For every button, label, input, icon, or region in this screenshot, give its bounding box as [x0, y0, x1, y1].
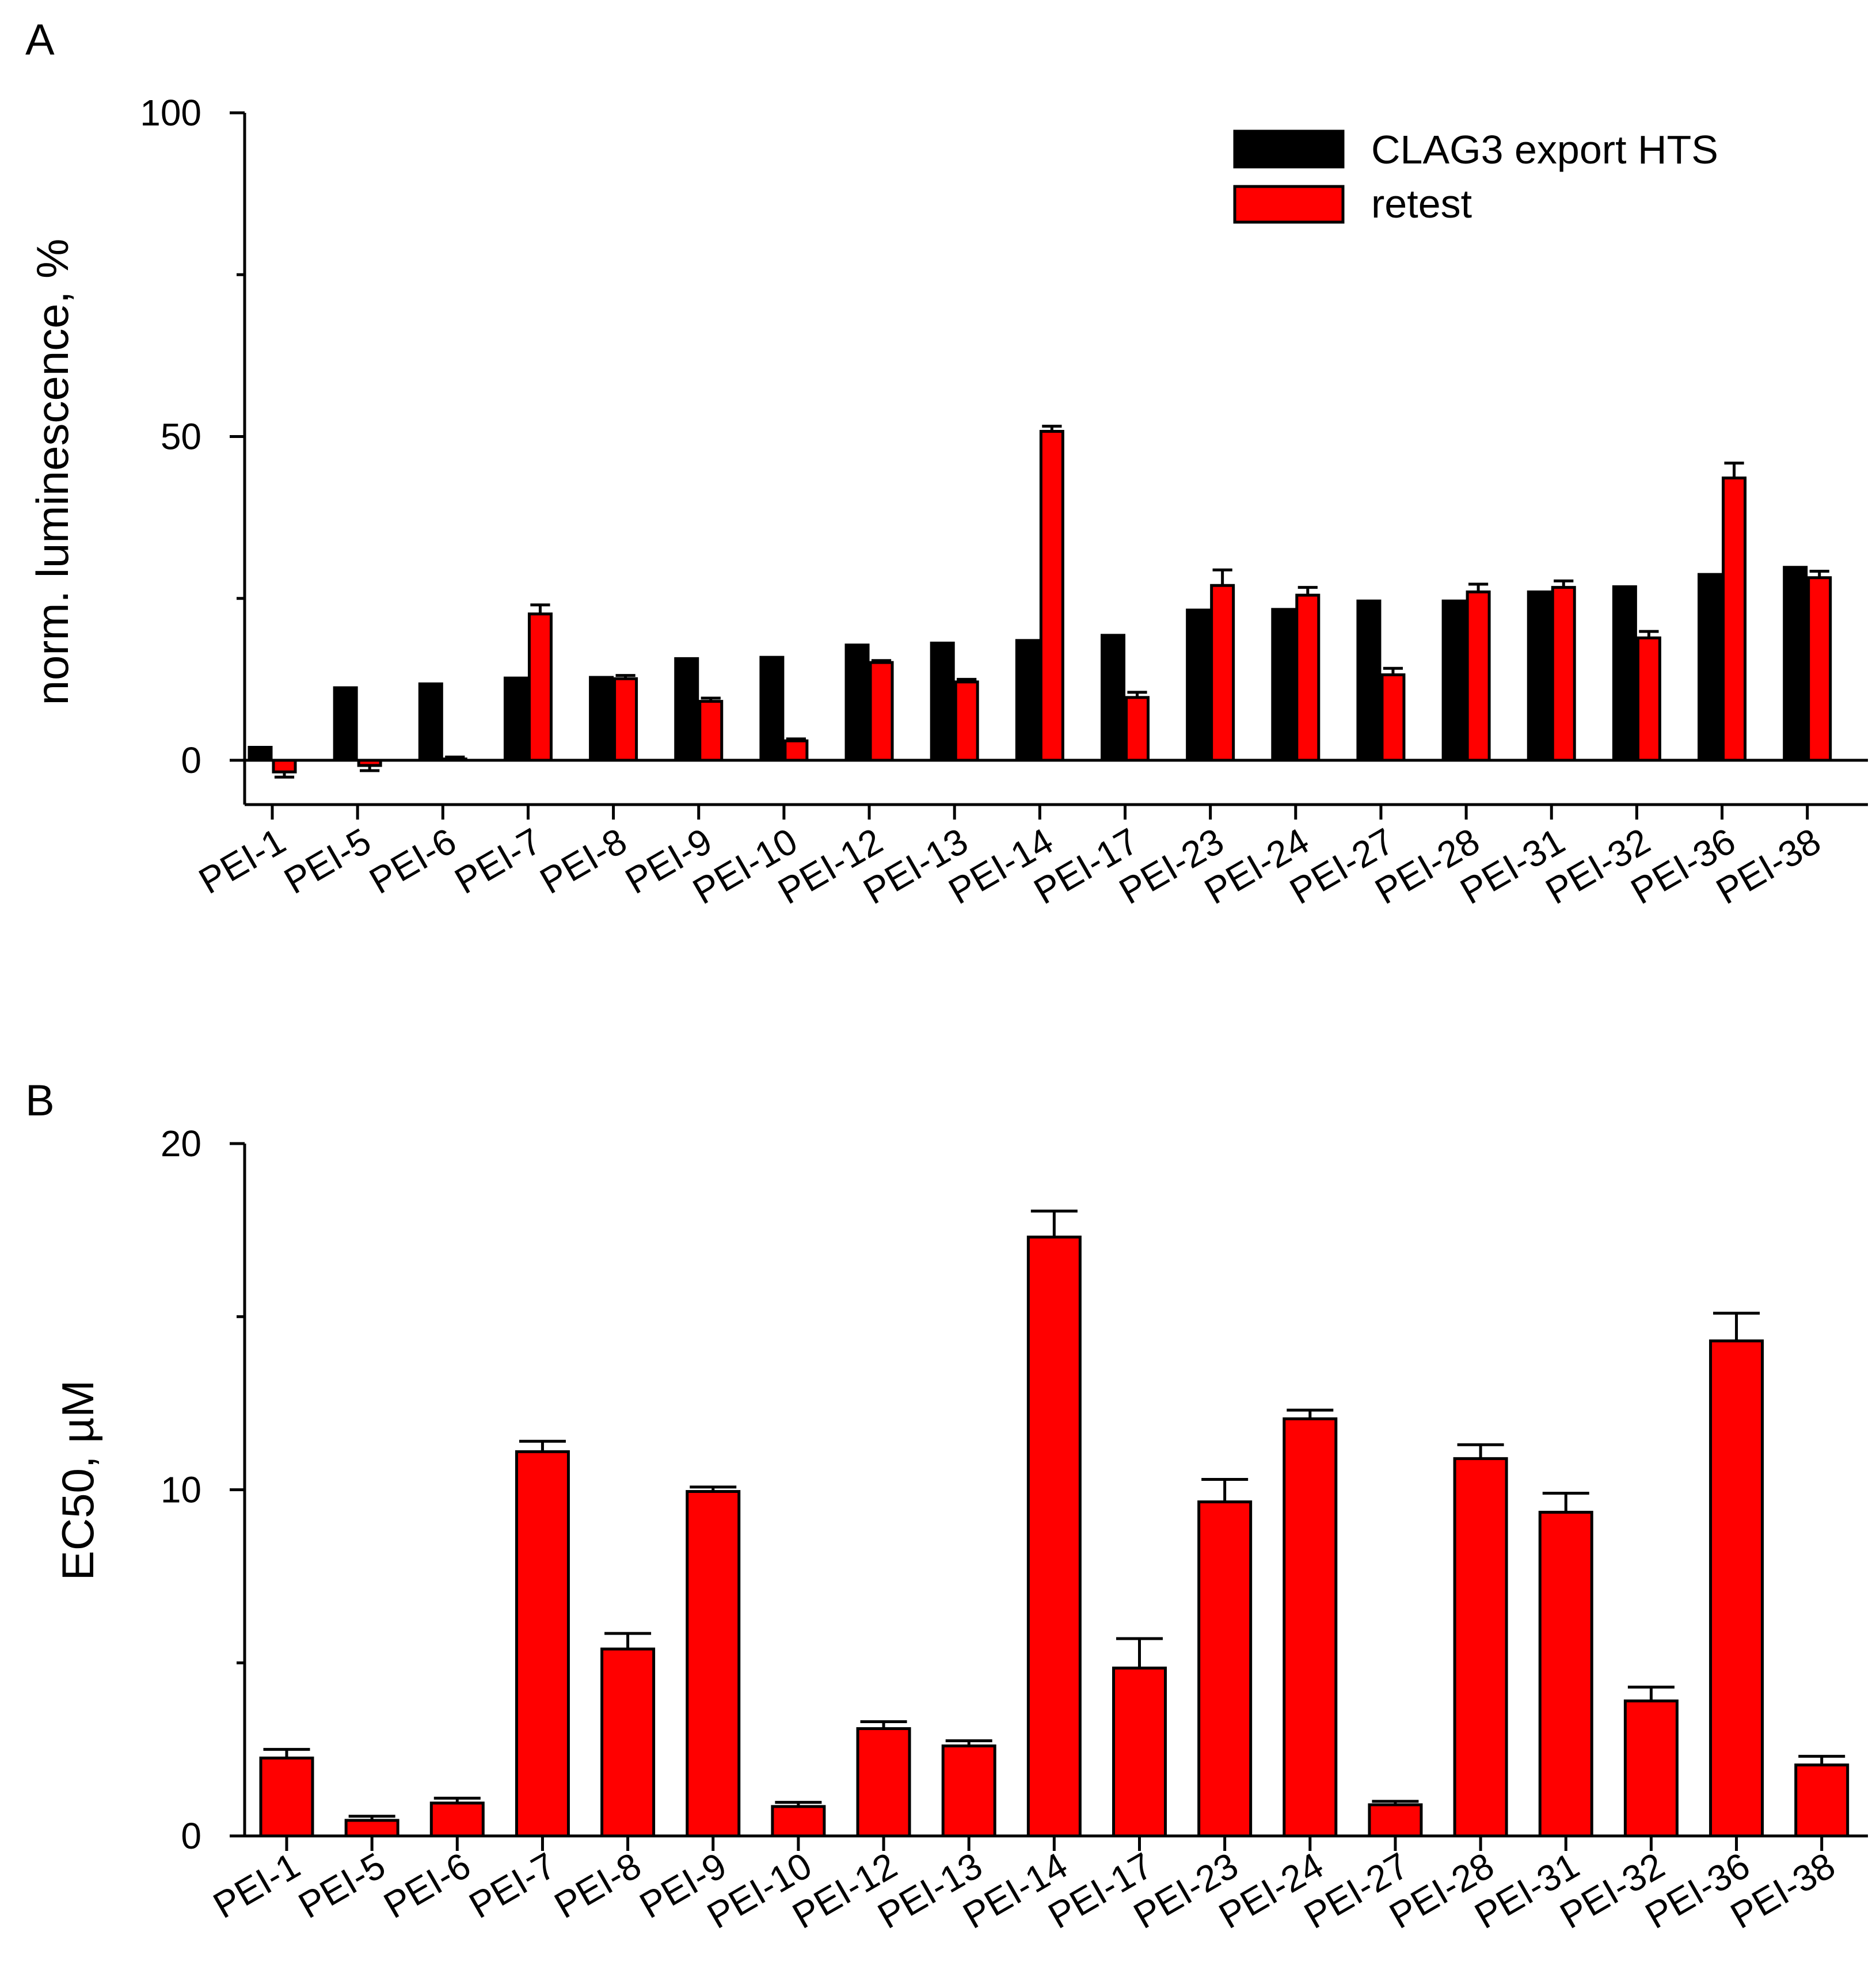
a-bar-hts [503, 676, 528, 762]
a-bar-retest [954, 680, 979, 762]
b-category-label: PEI-1 [206, 1845, 307, 1926]
b-category-label: PEI-6 [377, 1845, 478, 1926]
a-bar-hts [1186, 608, 1211, 762]
a-bar-retest [1551, 586, 1576, 762]
b-bar-value [1112, 1666, 1167, 1838]
b-bar-value [259, 1757, 314, 1838]
a-bar-hts [674, 657, 699, 762]
a-bar-hts [1271, 608, 1296, 762]
b-bar-value [1197, 1500, 1253, 1838]
a-bar-retest [357, 759, 382, 767]
b-bar-value [1709, 1339, 1764, 1838]
panel-a-plot: 050100PEI-1PEI-5PEI-6PEI-7PEI-8PEI-9PEI-… [140, 92, 1868, 912]
b-bar-value [1538, 1511, 1593, 1838]
a-bar-hts [1783, 566, 1808, 762]
a-bar-hts [418, 682, 443, 762]
b-y-tick-label: 0 [181, 1815, 201, 1857]
a-category-label: PEI-7 [448, 820, 549, 902]
a-bar-hts [1441, 599, 1467, 762]
b-bar-value [1623, 1699, 1679, 1838]
b-bar-value [344, 1819, 399, 1838]
a-y-tick-label: 100 [140, 92, 201, 134]
legend-label-hts: CLAG3 export HTS [1371, 127, 1718, 172]
panel-b-plot: 01020PEI-1PEI-5PEI-6PEI-7PEI-8PEI-9PEI-1… [161, 1123, 1868, 1937]
a-bar-hts [1612, 585, 1637, 762]
a-bar-retest [1295, 593, 1321, 762]
a-bar-retest [442, 757, 467, 762]
a-category-label: PEI-8 [533, 820, 634, 902]
b-y-tick-label: 10 [161, 1469, 201, 1511]
b-bar-value [941, 1744, 996, 1838]
a-bar-retest [869, 661, 894, 762]
a-bar-hts [589, 676, 614, 762]
b-bar-value [771, 1805, 826, 1838]
b-bar-value [686, 1490, 741, 1838]
b-bar-value [1794, 1763, 1850, 1838]
a-bar-hts [1015, 639, 1040, 762]
a-bar-retest [613, 677, 638, 762]
a-y-tick-label: 50 [161, 416, 201, 458]
a-bar-retest [272, 759, 297, 774]
a-bar-hts [333, 686, 358, 762]
panel-b-y-axis-title: EC50, µM [52, 1380, 103, 1580]
a-bar-retest [1636, 636, 1661, 762]
a-bar-hts [844, 643, 870, 762]
panel-a: A norm. luminescence, % CLAG3 export HTS… [25, 16, 1868, 912]
b-category-label: PEI-8 [547, 1845, 648, 1926]
b-bar-value [856, 1727, 911, 1838]
panel-a-letter: A [25, 16, 55, 64]
a-bar-retest [1210, 584, 1235, 762]
a-bar-hts [759, 656, 785, 762]
legend-label-retest: retest [1371, 181, 1472, 226]
a-bar-retest [527, 612, 553, 762]
a-y-tick-label: 0 [181, 740, 201, 781]
a-bar-hts [1527, 590, 1552, 762]
a-bar-hts [930, 641, 955, 762]
a-bar-hts [1356, 599, 1382, 762]
b-bar-value [600, 1647, 656, 1838]
panel-b-letter: B [25, 1076, 55, 1125]
b-y-tick-label: 20 [161, 1123, 201, 1164]
a-bar-retest [1466, 590, 1491, 762]
b-bar-value [1368, 1803, 1423, 1838]
b-bar-value [429, 1801, 485, 1838]
legend-swatch-hts [1233, 129, 1345, 169]
panel-a-legend: CLAG3 export HTS retest [1233, 127, 1718, 226]
a-category-label: PEI-1 [192, 820, 292, 902]
a-bar-retest [1380, 673, 1406, 762]
b-bar-value [1453, 1457, 1508, 1838]
a-bar-hts [1698, 573, 1723, 762]
a-bar-retest [698, 700, 724, 762]
a-bar-hts [248, 746, 273, 762]
panel-b: B EC50, µM 0 10 20 PEI-1PEI-5PEI-6PEI-7PEI-… [25, 1076, 1868, 1937]
b-category-label: PEI-5 [292, 1845, 393, 1926]
panel-a-y-axis-title: norm. luminescence, % [27, 239, 78, 706]
b-category-label: PEI-7 [462, 1845, 563, 1926]
b-bar-value [515, 1450, 570, 1838]
a-bar-retest [1722, 477, 1747, 762]
a-bar-retest [1807, 576, 1832, 762]
a-bar-hts [1101, 634, 1125, 762]
a-bar-retest [1039, 430, 1064, 762]
legend-swatch-retest [1233, 185, 1345, 224]
a-bar-retest [783, 739, 809, 762]
a-bar-retest [1125, 696, 1150, 762]
a-category-label: PEI-6 [363, 820, 463, 902]
b-bar-value [1283, 1417, 1338, 1838]
a-category-label: PEI-5 [277, 820, 378, 902]
b-bar-value [1026, 1235, 1082, 1838]
